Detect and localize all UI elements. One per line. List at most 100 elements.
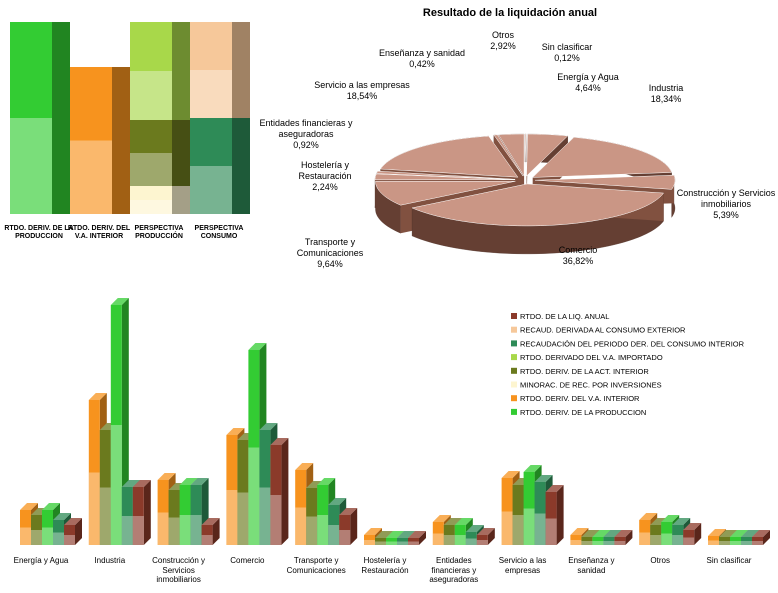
bar-top — [20, 503, 38, 510]
bar-top — [42, 503, 60, 510]
bar-shade — [20, 527, 31, 545]
x-tick-label: Servicio a las empresas — [498, 556, 547, 575]
bar-top — [432, 515, 451, 522]
bar-shade — [226, 490, 238, 545]
x-tick-label: PERSPECTIVA PRODUCCIÓN — [134, 225, 184, 241]
bar-shade — [295, 507, 307, 545]
slice-name: Entidades financieras y aseguradoras — [259, 118, 353, 139]
bar-shade — [190, 515, 202, 545]
bar-top — [545, 485, 564, 492]
bar-top — [708, 529, 726, 536]
bar — [672, 525, 684, 545]
bar — [130, 120, 172, 186]
pie-label: Comercio 36,82% — [538, 245, 618, 267]
bar — [70, 67, 112, 214]
legend-swatch — [511, 408, 517, 415]
bar — [443, 525, 455, 545]
bar — [650, 525, 662, 545]
bar-top — [179, 478, 198, 485]
bar — [190, 22, 232, 118]
bar-shade — [534, 513, 546, 545]
bar-top — [534, 475, 553, 482]
x-tick-label: Construcción y Servicios inmobiliarios — [152, 556, 206, 585]
bar — [121, 487, 133, 545]
bar — [639, 520, 651, 545]
bar — [730, 537, 741, 545]
legend-swatch — [511, 367, 517, 374]
bar — [42, 510, 53, 545]
bar-side — [112, 67, 130, 214]
legend-label: RTDO. DERIVADO DEL V.A. IMPORTADO — [520, 353, 663, 362]
pie-label: Energía y Agua 4,64% — [548, 72, 628, 94]
bar — [581, 537, 593, 545]
bar-top — [741, 530, 759, 537]
bar-top — [408, 531, 426, 538]
bar — [31, 515, 42, 545]
bar — [432, 522, 444, 545]
bar-shade — [476, 540, 488, 545]
pie-slice — [498, 133, 525, 177]
slice-value: 18,54% — [346, 90, 378, 101]
bar-top — [683, 523, 702, 530]
pie-label: Hostelería y Restauración 2,24% — [280, 160, 370, 192]
bar-side — [556, 485, 564, 545]
bar-top — [88, 393, 107, 400]
bar — [708, 536, 719, 545]
bar — [130, 186, 172, 214]
bar-shade — [386, 541, 397, 545]
bar — [364, 535, 375, 545]
bar-shade — [306, 516, 318, 545]
bar-side — [487, 528, 495, 545]
bar — [397, 538, 408, 545]
bar-shade — [752, 541, 763, 545]
bar-side — [143, 480, 151, 545]
bar — [386, 538, 397, 545]
bar — [53, 520, 64, 545]
pie-label: Sin clasificar 0,12% — [527, 42, 607, 64]
slice-value: 18,34% — [650, 93, 682, 104]
bar-shade — [364, 540, 375, 545]
pie-label: Servicio a las empresas 18,54% — [302, 80, 422, 102]
bar — [683, 530, 695, 545]
bar-side — [232, 118, 250, 214]
legend-label: MINORAC. DE REC. POR INVERSIONES — [520, 381, 662, 390]
bar-shade — [248, 447, 260, 545]
slice-name: Sin clasificar — [541, 42, 593, 52]
x-tick-label: RTDO. DERIV. DEL V.A. INTERIOR — [67, 225, 131, 241]
bar-shade — [42, 527, 53, 545]
legend-label: RTDO. DERIV. DE LA PRODUCCION — [520, 408, 646, 417]
bar-top — [672, 518, 691, 525]
bar — [454, 525, 466, 545]
bar-top — [592, 530, 611, 537]
bar — [179, 485, 191, 545]
slice-name: Otros — [491, 30, 514, 40]
bar-top — [661, 515, 680, 522]
bar-shade — [375, 541, 386, 545]
pie-slice — [534, 174, 676, 190]
x-tick-label: Comercio — [230, 556, 265, 565]
x-tick-label: Transporte y Comunicaciones — [286, 556, 346, 575]
bar-top — [501, 471, 520, 478]
bar — [10, 22, 52, 214]
bar-shade — [672, 535, 684, 545]
legend-label: RTDO. DERIV. DE LA ACT. INTERIOR — [520, 367, 649, 376]
slice-name: Industria — [648, 83, 684, 93]
legend-swatch — [511, 395, 517, 402]
bar-side — [625, 530, 633, 545]
bar-shade — [121, 516, 133, 545]
bar — [99, 430, 111, 545]
bar-top — [248, 343, 267, 350]
slice-name: Comercio — [558, 245, 598, 255]
slice-name: Hostelería y Restauración — [298, 160, 352, 181]
bar-top — [226, 428, 245, 435]
bar — [476, 535, 488, 545]
legend-swatch — [511, 313, 517, 319]
bar-shade — [512, 515, 524, 545]
bar — [534, 482, 546, 545]
bar-shade — [88, 472, 100, 545]
x-tick-label: Sin clasificar — [706, 556, 752, 565]
bar-top — [110, 298, 129, 305]
bar-shade — [190, 70, 232, 118]
